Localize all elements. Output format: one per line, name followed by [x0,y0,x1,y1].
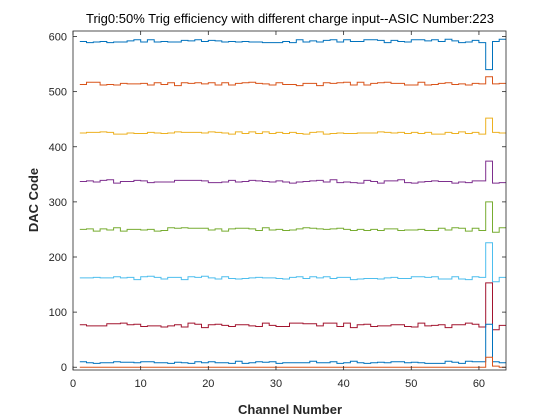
axes-box [72,30,507,371]
series-line-7 [79,282,506,331]
y-tick-label: 300 [49,197,67,209]
series-line-3 [79,117,506,135]
series-layer [79,38,506,368]
y-tick-label: 200 [49,252,67,264]
y-tick-label: 500 [49,87,67,99]
series-line-2 [79,76,506,87]
x-tick-label: 50 [405,378,417,390]
series-line-8 [79,323,506,364]
y-tick-label: 400 [49,142,67,154]
y-tick-label: 600 [49,32,67,44]
x-axis-label: Channel Number [238,402,342,417]
y-tick-label: 100 [49,307,67,319]
x-tick-label: 10 [135,378,147,390]
x-tick-label: 0 [70,378,76,390]
x-tick-label: 60 [473,378,485,390]
series-line-6 [79,242,506,283]
x-tick-label: 30 [270,378,282,390]
series-line-5 [79,201,506,233]
y-axis-label: DAC Code [26,168,41,232]
series-line-4 [79,160,506,184]
series-line-1 [79,38,506,71]
chart-title: Trig0:50% Trig efficiency with different… [86,11,494,26]
series-line-9 [79,356,506,368]
x-tick-label: 20 [202,378,214,390]
y-tick-label: 0 [61,362,67,374]
x-tick-label: 40 [338,378,350,390]
plot-area [73,31,506,370]
